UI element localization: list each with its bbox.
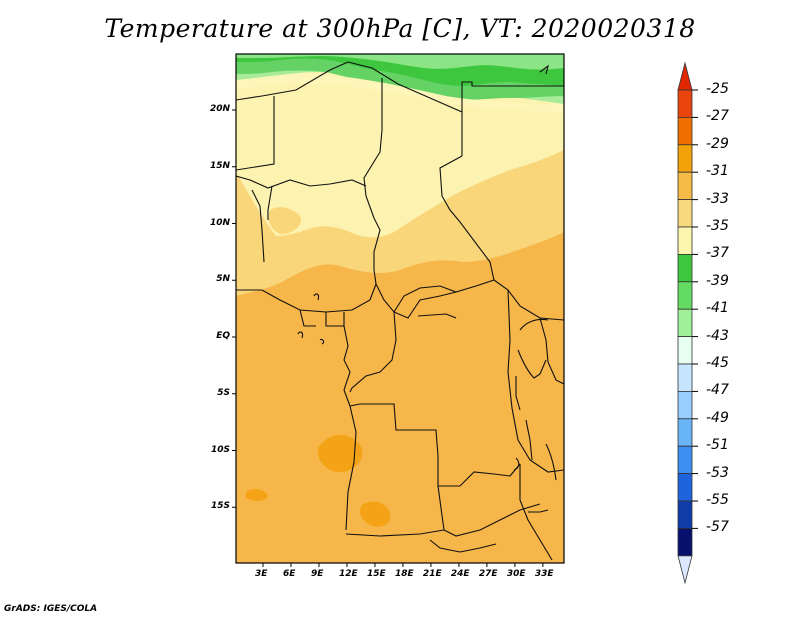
colorbar-swatch <box>677 418 693 447</box>
colorbar-label: -45 <box>706 355 729 371</box>
colorbar-label: -51 <box>706 437 729 454</box>
colorbar-swatch <box>677 445 693 475</box>
colorbar-swatch <box>677 117 693 146</box>
colorbar-swatch <box>677 528 693 557</box>
colorbar-label: -53 <box>706 464 729 481</box>
colorbar-label: -57 <box>706 519 729 536</box>
lat-tick-label: 15N <box>209 160 230 171</box>
colorbar-label: -31 <box>706 163 729 180</box>
colorbar-label: -49 <box>706 409 729 426</box>
lon-tick-label: 6E <box>282 569 296 579</box>
colorbar-label: -47 <box>706 382 729 399</box>
colorbar-swatch <box>677 336 693 365</box>
colorbar-swatch <box>677 473 693 502</box>
colorbar-label: -37 <box>706 245 729 262</box>
lat-tick-label: 5N <box>216 274 230 285</box>
colorbar-swatch <box>677 253 693 283</box>
field-warm-patch <box>246 489 268 501</box>
map-frame <box>235 53 565 564</box>
colorbar-swatch <box>677 363 693 392</box>
lon-tick-label: 12E <box>338 569 358 579</box>
lon-tick-label: 3E <box>254 569 268 579</box>
colorbar-swatch <box>677 281 693 310</box>
colorbar-swatch <box>677 144 693 173</box>
colorbar-top-arrow <box>677 61 693 91</box>
colorbar-swatch <box>677 199 693 228</box>
temperature-field <box>236 54 564 563</box>
field-warm-patch <box>360 501 391 527</box>
colorbar-label: -39 <box>706 272 729 289</box>
colorbar-label: -29 <box>706 135 729 152</box>
colorbar-label: -55 <box>706 492 729 508</box>
colorbar-label: -25 <box>706 81 729 97</box>
colorbar-swatch <box>677 308 693 338</box>
colorbar-label: -27 <box>706 108 729 125</box>
lon-tick-label: 18E <box>394 569 414 579</box>
colorbar-label: -41 <box>706 300 729 317</box>
lon-tick-label: 30E <box>506 569 526 579</box>
lat-tick-label: 5S <box>217 387 230 398</box>
country-borders <box>236 61 564 561</box>
lon-tick-label: 21E <box>422 569 442 579</box>
colorbar-swatch <box>677 171 693 200</box>
colorbar <box>677 61 698 585</box>
lon-tick-label: 33E <box>534 569 554 579</box>
lon-tick-label: 9E <box>310 569 324 579</box>
lon-tick-label: 27E <box>478 569 498 579</box>
colorbar-label: -33 <box>706 190 729 207</box>
field-minus-31-region <box>268 207 301 234</box>
field-minus-33-region <box>236 73 564 112</box>
colorbar-swatch <box>677 226 693 255</box>
map-title: Temperature at 300hPa [C], VT: 202002031… <box>104 14 696 43</box>
colorbar-swatch <box>677 89 693 118</box>
lat-tick-label: 15S <box>210 501 230 512</box>
lat-tick-label: EQ <box>216 331 230 341</box>
field-warm-patch <box>317 434 363 472</box>
field-minus-33-region <box>236 54 564 238</box>
footer-credit: GrADS: IGES/COLA <box>4 604 98 614</box>
colorbar-swatch <box>677 390 693 420</box>
axis-ticks <box>232 109 544 567</box>
lon-tick-label: 15E <box>366 569 386 579</box>
colorbar-bottom-arrow <box>677 555 693 585</box>
colorbar-label: -43 <box>706 327 729 344</box>
lat-tick-label: 20N <box>209 104 230 114</box>
lon-tick-label: 24E <box>450 569 470 579</box>
colorbar-label: -35 <box>706 218 729 234</box>
lat-tick-label: 10S <box>210 444 230 455</box>
field-minus-39-region <box>236 54 564 70</box>
colorbar-swatch <box>677 500 693 529</box>
lat-tick-label: 10N <box>209 217 230 228</box>
